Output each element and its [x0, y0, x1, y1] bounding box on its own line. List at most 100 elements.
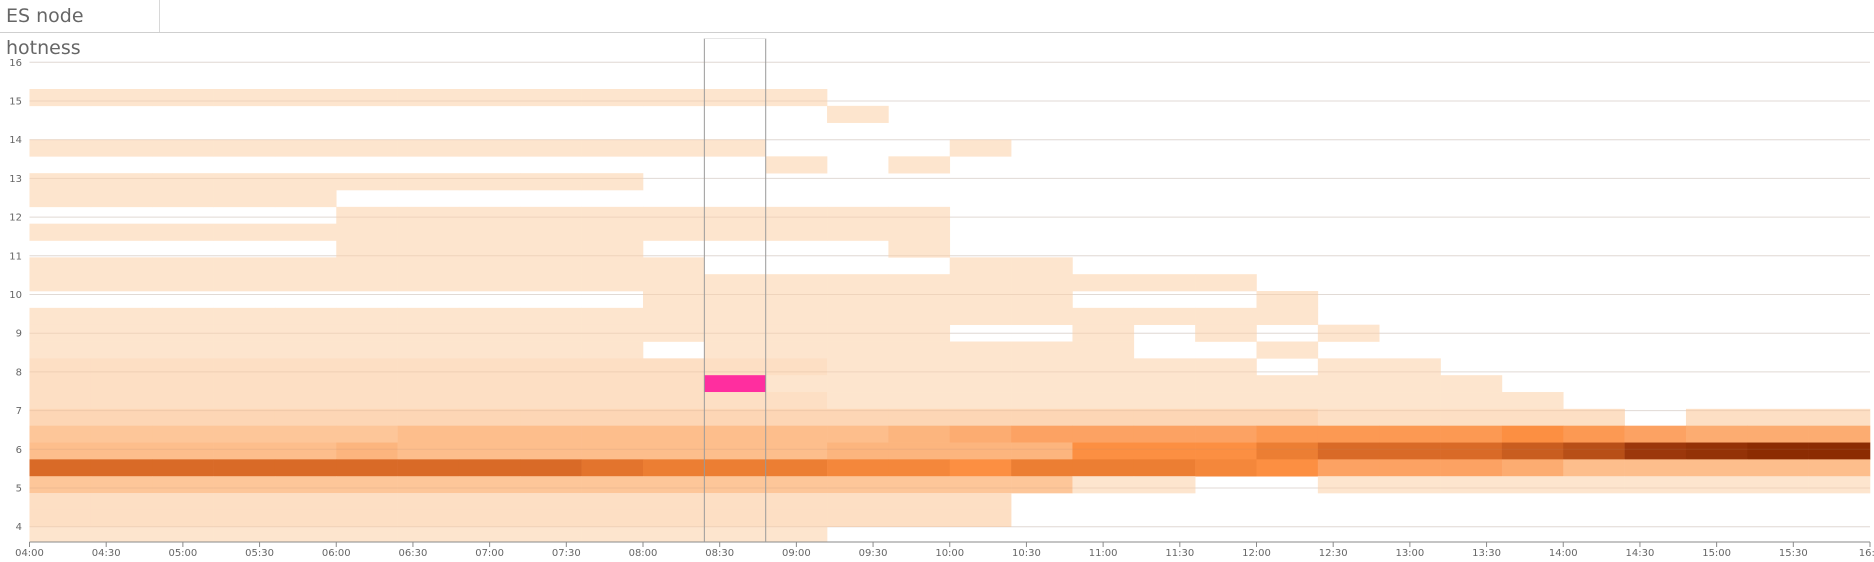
heatmap-cell[interactable] — [643, 89, 705, 107]
heatmap-cell[interactable] — [458, 526, 521, 543]
heatmap-cell[interactable] — [152, 139, 214, 157]
heatmap-cell[interactable] — [336, 173, 398, 191]
heatmap-cell[interactable] — [1501, 425, 1564, 443]
heatmap-cell[interactable] — [1195, 358, 1257, 376]
heatmap-cell[interactable] — [827, 324, 889, 342]
heatmap-cell[interactable] — [397, 358, 460, 376]
heatmap-cell[interactable] — [643, 206, 705, 224]
heatmap-cell[interactable] — [520, 509, 582, 527]
heatmap-cell[interactable] — [152, 190, 214, 208]
heatmap-cell[interactable] — [1317, 442, 1380, 460]
heatmap-cell[interactable] — [1011, 425, 1073, 443]
heatmap-cell[interactable] — [949, 392, 1012, 410]
heatmap-cell[interactable] — [765, 206, 828, 224]
heatmap-cell[interactable] — [581, 324, 644, 342]
heatmap-cell[interactable] — [274, 223, 337, 241]
heatmap-cell[interactable] — [581, 425, 644, 443]
heatmap-cell[interactable] — [1256, 425, 1319, 443]
heatmap-cell[interactable] — [29, 223, 92, 241]
heatmap-cell[interactable] — [581, 173, 644, 191]
heatmap-cell[interactable] — [643, 358, 705, 376]
heatmap-cell[interactable] — [274, 493, 337, 511]
heatmap-cell[interactable] — [1624, 425, 1687, 443]
heatmap-cell[interactable] — [336, 240, 398, 258]
heatmap-cell[interactable] — [90, 358, 153, 376]
heatmap-cell[interactable] — [213, 274, 276, 292]
heatmap-cell[interactable] — [1072, 358, 1135, 376]
heatmap-cell[interactable] — [949, 476, 1012, 494]
heatmap-cell[interactable] — [949, 493, 1012, 511]
heatmap-cell[interactable] — [1072, 392, 1135, 410]
heatmap-cell[interactable] — [581, 257, 644, 275]
heatmap-cell[interactable] — [29, 425, 92, 443]
heatmap-cell[interactable] — [520, 476, 582, 494]
heatmap-cell[interactable] — [581, 139, 644, 157]
heatmap-cell[interactable] — [520, 223, 582, 241]
heatmap-cell[interactable] — [213, 139, 276, 157]
heatmap-cell[interactable] — [336, 375, 398, 393]
heatmap-cell[interactable] — [765, 408, 828, 426]
heatmap-cell[interactable] — [397, 223, 460, 241]
heatmap-cell[interactable] — [581, 358, 644, 376]
heatmap-cell[interactable] — [29, 358, 92, 376]
heatmap-cell[interactable] — [827, 341, 889, 359]
heatmap-cell[interactable] — [29, 307, 92, 325]
heatmap-cell[interactable] — [274, 408, 337, 426]
heatmap-cell[interactable] — [949, 442, 1012, 460]
heatmap-cell[interactable] — [888, 307, 951, 325]
heatmap-cell[interactable] — [90, 392, 153, 410]
heatmap-cell[interactable] — [1317, 358, 1380, 376]
heatmap-cell[interactable] — [765, 358, 828, 376]
heatmap-cell[interactable] — [888, 408, 951, 426]
heatmap-cell[interactable] — [1440, 392, 1503, 410]
heatmap-cell[interactable] — [274, 425, 337, 443]
heatmap-cell[interactable] — [397, 509, 460, 527]
heatmap-cell[interactable] — [765, 442, 828, 460]
heatmap-cell[interactable] — [643, 392, 705, 410]
heatmap-cell[interactable] — [213, 375, 276, 393]
heatmap-cell[interactable] — [90, 341, 153, 359]
heatmap-cell[interactable] — [520, 493, 582, 511]
heatmap-cell[interactable] — [765, 526, 828, 543]
heatmap-cell[interactable] — [643, 375, 705, 393]
heatmap-cell[interactable] — [397, 307, 460, 325]
heatmap-cell[interactable] — [336, 476, 398, 494]
heatmap-cell[interactable] — [888, 223, 951, 241]
heatmap-cell[interactable] — [152, 358, 214, 376]
heatmap-cell[interactable] — [1011, 291, 1073, 309]
heatmap-cell[interactable] — [397, 240, 460, 258]
heatmap-cell[interactable] — [1747, 425, 1809, 443]
heatmap-cell[interactable] — [29, 392, 92, 410]
heatmap-cell[interactable] — [827, 375, 889, 393]
heatmap-cell[interactable] — [1440, 425, 1503, 443]
heatmap-cell[interactable] — [29, 375, 92, 393]
heatmap-cell[interactable] — [458, 173, 521, 191]
heatmap-cell[interactable] — [274, 274, 337, 292]
heatmap-cell[interactable] — [152, 425, 214, 443]
heatmap-cell[interactable] — [520, 442, 582, 460]
heatmap-cell[interactable] — [152, 459, 214, 477]
heatmap-cell[interactable] — [90, 274, 153, 292]
heatmap-cell[interactable] — [581, 89, 644, 107]
heatmap-cell[interactable] — [1195, 324, 1257, 342]
heatmap-cell[interactable] — [888, 358, 951, 376]
heatmap-cell[interactable] — [152, 509, 214, 527]
heatmap-cell[interactable] — [1501, 408, 1564, 426]
heatmap-cell[interactable] — [336, 408, 398, 426]
heatmap-cell[interactable] — [458, 223, 521, 241]
heatmap-cell[interactable] — [1011, 341, 1073, 359]
heatmap-cell[interactable] — [1011, 442, 1073, 460]
heatmap-cell[interactable] — [1379, 408, 1441, 426]
heatmap-cell[interactable] — [827, 105, 889, 123]
heatmap-cell[interactable] — [1256, 442, 1319, 460]
heatmap-cell[interactable] — [520, 307, 582, 325]
heatmap-cell[interactable] — [704, 408, 766, 426]
heatmap-cell[interactable] — [29, 476, 92, 494]
heatmap-cell[interactable] — [704, 442, 766, 460]
heatmap-cell[interactable] — [397, 274, 460, 292]
heatmap-cell[interactable] — [888, 341, 951, 359]
heatmap-cell[interactable] — [1317, 476, 1380, 494]
heatmap-cell[interactable] — [1195, 274, 1257, 292]
heatmap-cell[interactable] — [1440, 375, 1503, 393]
heatmap-cell[interactable] — [152, 341, 214, 359]
